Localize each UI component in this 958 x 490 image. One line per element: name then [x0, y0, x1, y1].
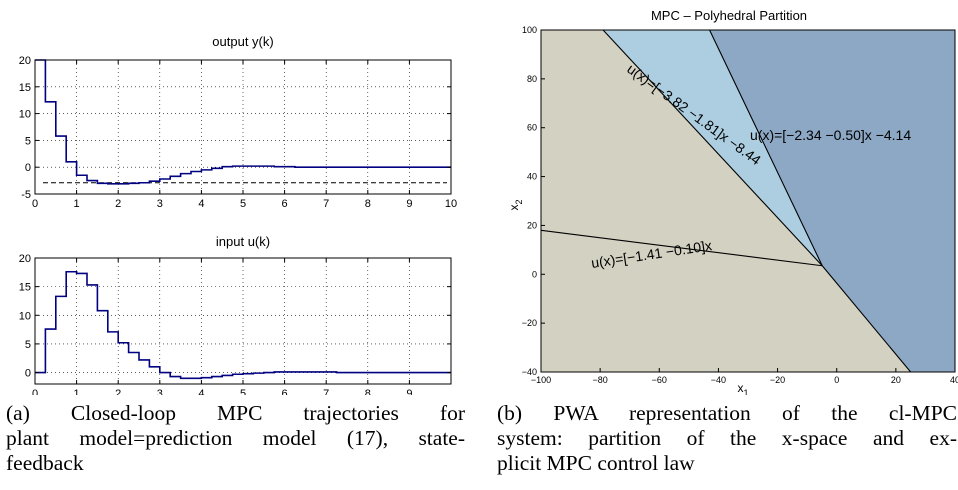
caption-right-line3: plicit MPC control law: [497, 451, 695, 475]
output-plot-grid: [35, 60, 451, 194]
output-ytick-label: 5: [25, 135, 31, 147]
partition-xtick-label: 0: [834, 375, 839, 385]
input-xtick-label: 9: [406, 388, 412, 395]
input-plot-area: [35, 258, 451, 384]
partition-xtick-label: −80: [593, 375, 608, 385]
output-xtick-label: 8: [365, 198, 371, 210]
partition-xtick-label: 20: [891, 375, 901, 385]
region-boundary: [602, 30, 823, 267]
region-boundary: [821, 265, 912, 372]
input-ytick-label: 5: [25, 339, 31, 351]
output-xtick-label: 5: [240, 198, 246, 210]
input-xtick-label: 5: [240, 388, 246, 395]
partition-ytick-label: 100: [522, 25, 537, 35]
output-plot-title: output y(k): [212, 34, 273, 49]
partition-ytick-label: 40: [527, 172, 537, 182]
region-1: [541, 30, 911, 372]
output-plot-area: [35, 60, 451, 194]
input-xtick-label: 6: [282, 388, 288, 395]
input-series-line: [35, 270, 451, 380]
region-boundary: [709, 30, 823, 266]
output-xtick-label: 7: [323, 198, 329, 210]
partition-ytick-label: 0: [532, 269, 537, 279]
input-ytick-label: 0: [25, 368, 31, 380]
caption-right-line1: (b) PWA representation of the cl-MPC: [497, 401, 957, 425]
output-xtick-label: 4: [198, 198, 204, 210]
partition-ylabel-sub: 2: [514, 199, 524, 204]
input-plot-grid: [35, 258, 451, 384]
input-xtick-label: 8: [365, 388, 371, 395]
caption-left-line1: (a) Closed-loop MPC trajectories for: [6, 401, 465, 425]
region-boundary: [541, 229, 823, 267]
partition-plot-frame: [540, 29, 956, 373]
caption-right: (b) PWA representation of the cl-MPC sys…: [497, 401, 957, 476]
input-ytick-label: 10: [19, 310, 31, 322]
partition-plot-ticks: −100 −80 −60 −40 −20 0 20 40 −40 −20 0 20 40 60 80 100: [522, 25, 958, 385]
caption-left: (a) Closed-loop MPC trajectories for pla…: [6, 401, 465, 476]
output-ytick-label: 10: [19, 109, 31, 121]
partition-ylabel-main: x: [507, 205, 521, 211]
output-series-line: [35, 59, 451, 185]
output-ytick-label: 15: [19, 82, 31, 94]
partition-xtick-label: 40: [950, 375, 958, 385]
region-label-3: u(x)=[−2.34 −0.50]x −4.14: [750, 127, 911, 143]
input-xtick-label: 0: [32, 388, 38, 395]
partition-plot-title: MPC – Polyhedral Partition: [651, 8, 807, 23]
output-xtick-label: 1: [74, 198, 80, 210]
output-xtick-label: 3: [157, 198, 163, 210]
partition-xtick-label: −60: [652, 375, 667, 385]
output-ytick-label: 0: [25, 162, 31, 174]
input-plot-ticks: 0 1 2 3 4 5 6 7 8 9 0 5 10 15 20: [19, 253, 451, 395]
output-xtick-label: 6: [282, 198, 288, 210]
partition-xlabel: x1: [737, 381, 748, 395]
output-xtick-label: 9: [406, 198, 412, 210]
partition-xtick-label: −20: [770, 375, 785, 385]
partition-ytick-label: −40: [522, 367, 537, 377]
input-xtick-label: 7: [323, 388, 329, 395]
partition-ylabel: x2: [507, 199, 524, 210]
input-xtick-label: 3: [157, 388, 163, 395]
output-ytick-label: -5: [21, 189, 31, 201]
caption-left-line3: feedback: [6, 451, 84, 475]
partition-plot: MPC – Polyhedral Partition −100 −80 −60 −40…: [507, 8, 958, 395]
input-ytick-label: 15: [19, 282, 31, 294]
output-xtick-label: 10: [445, 198, 457, 210]
output-xtick-label: 0: [32, 198, 38, 210]
input-xtick-label: 1: [74, 388, 80, 395]
partition-boundaries: [541, 30, 912, 372]
output-ytick-label: 20: [19, 55, 31, 67]
partition-xlabel-sub: 1: [743, 388, 748, 395]
partition-xlabel-main: x: [737, 381, 743, 395]
caption-right-line2: system: partition of the x-space and ex-: [497, 426, 957, 450]
input-plot-title: input u(k): [216, 234, 270, 249]
partition-regions: [541, 30, 955, 372]
input-ytick-label: 20: [19, 253, 31, 265]
partition-ytick-label: 20: [527, 220, 537, 230]
input-plot: input u(k) 0 1 2 3 4 5 6 7 8 9 0 5 10 15 20: [19, 234, 452, 395]
input-xtick-label: 2: [115, 388, 121, 395]
partition-xtick-label: −100: [531, 375, 551, 385]
partition-xtick-label: −40: [711, 375, 726, 385]
region-3: [709, 30, 955, 372]
partition-ytick-label: 80: [527, 74, 537, 84]
partition-ytick-label: 60: [527, 123, 537, 133]
output-xtick-label: 2: [115, 198, 121, 210]
partition-ytick-label: −20: [522, 318, 537, 328]
input-xtick-label: 4: [198, 388, 204, 395]
caption-left-line2: plant model=prediction model (17), state…: [6, 426, 465, 450]
